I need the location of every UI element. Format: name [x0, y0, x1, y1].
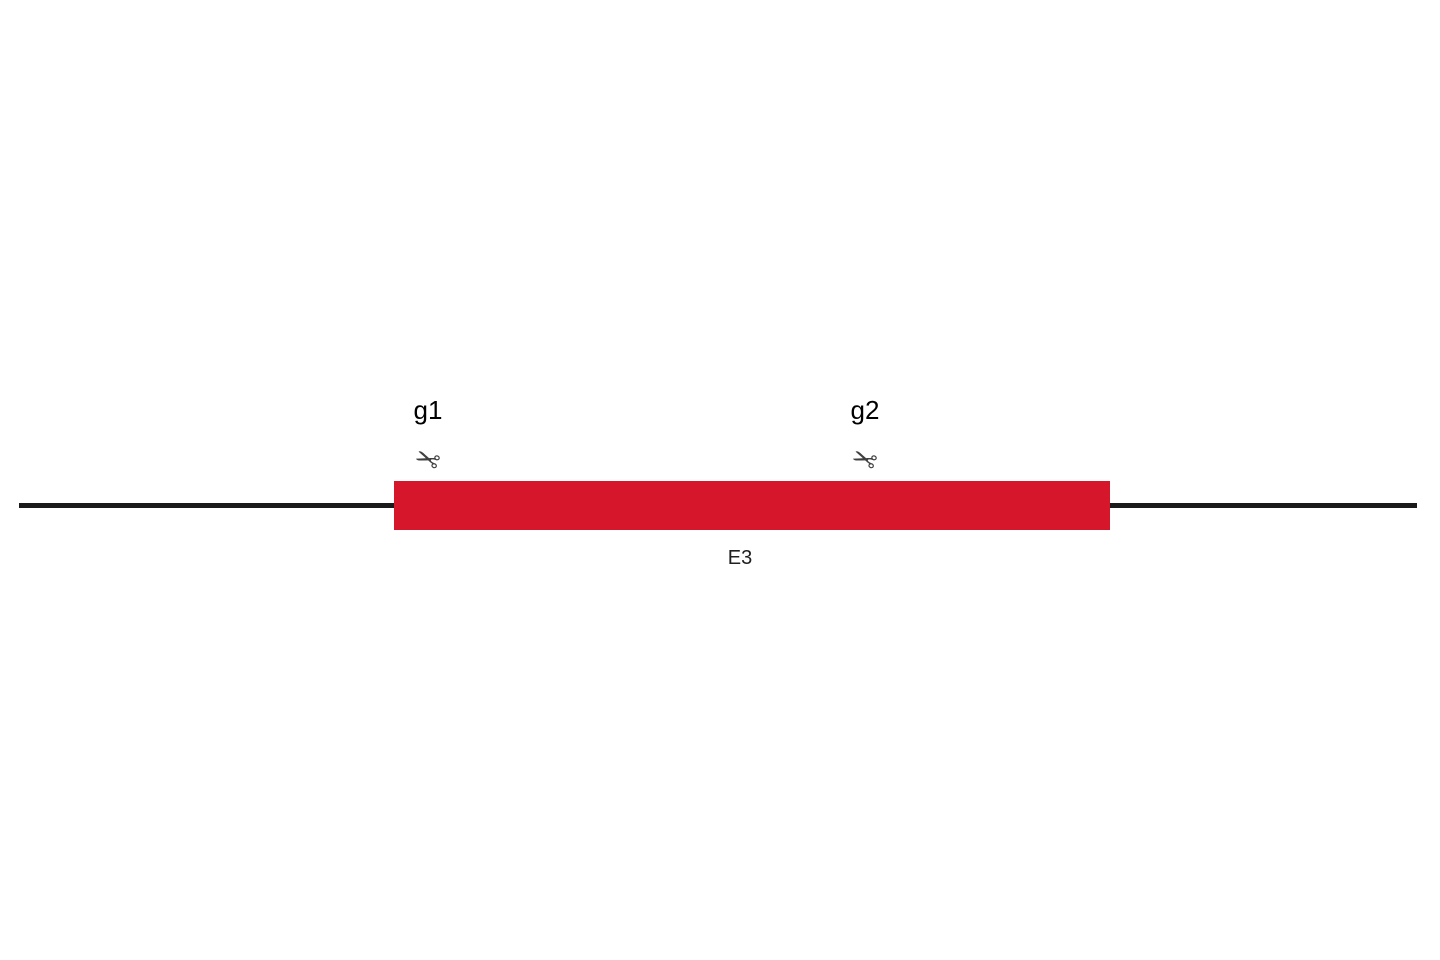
gene-diagram: E3 g1 ✂ g2 ✂ [0, 0, 1440, 960]
intron-line-left [19, 503, 394, 508]
exon-label: E3 [700, 547, 780, 570]
exon-box [394, 481, 1110, 530]
cut-label-g1: g1 [398, 395, 458, 426]
cut-label-g2: g2 [835, 395, 895, 426]
intron-line-right [1110, 503, 1417, 508]
scissors-icon-g2: ✂ [840, 434, 890, 481]
scissors-icon-g1: ✂ [403, 434, 453, 481]
